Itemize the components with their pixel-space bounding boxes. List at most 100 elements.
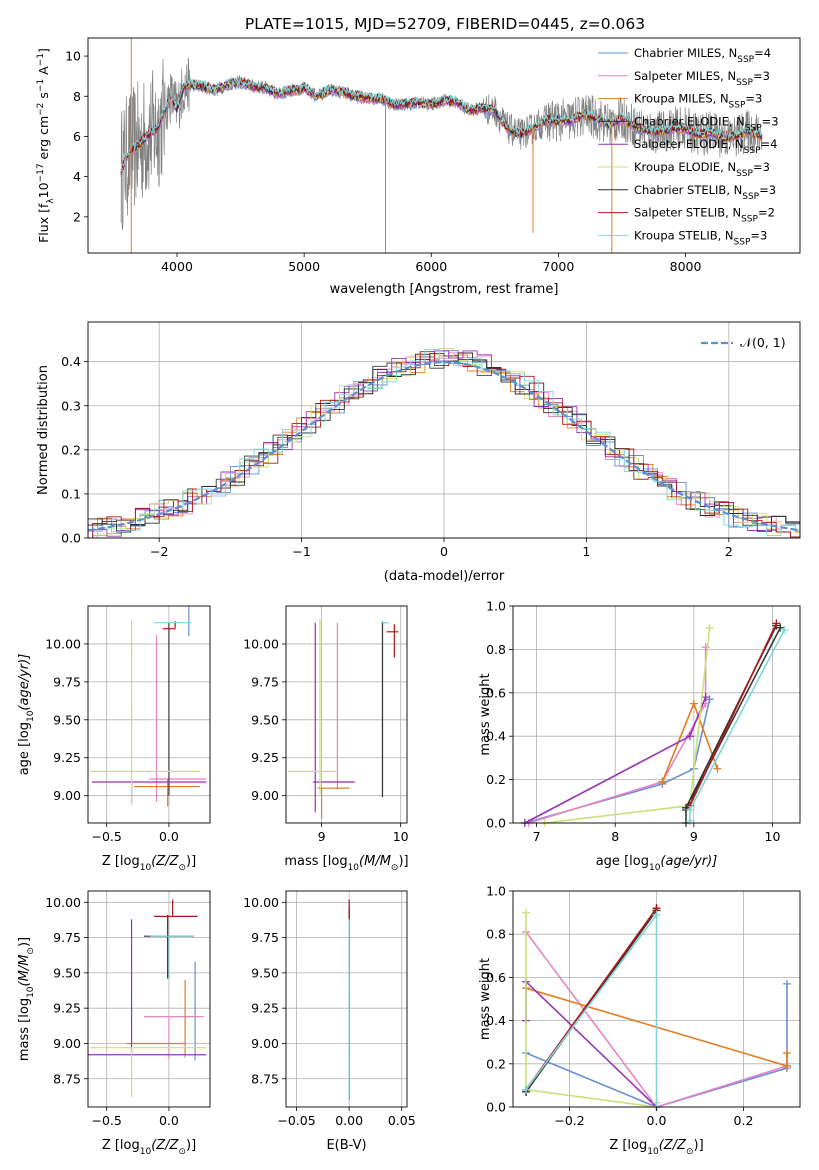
y-tick-label: 0.3 [61,398,81,413]
y-tick-label: 1.0 [486,884,506,899]
weight-vs-Z-panel: −0.2 0.0 0.2 0.0 0.2 0.4 0.6 0.8 1.0 Z [log10(Z/Z… [478,884,801,1157]
x-tick-label: 8000 [670,259,702,274]
y-tick-label: 9.75 [251,930,279,945]
weight-marker [685,732,694,741]
y-tick-label: 8 [73,89,81,104]
x-tick-label: 0.0 [159,829,179,844]
x-axis-label: age [log10(age/yr)] [596,854,718,873]
spectrum-plot-area [120,38,763,253]
spectrum-legend: Chabrier MILES, NSSP=4 Salpeter MILES, NS… [598,46,779,247]
weight-marker [689,699,698,708]
points-area [88,899,207,1098]
y-tick-label: 0.8 [486,642,506,657]
y-tick-label: 9.75 [53,674,81,689]
x-tick-label: 0.2 [734,1113,754,1128]
legend-entry: Chabrier STELIB, NSSP=3 [634,183,776,202]
x-tick-label: −1 [292,544,310,559]
y-tick-label: 0.2 [61,442,81,457]
y-tick-label: 0.2 [486,1056,506,1071]
model-spectrum [120,76,763,172]
y-tick-label: 9.25 [251,750,279,765]
weight-marker [780,625,789,634]
series-area [520,619,789,827]
x-axis-label: Z [log10(Z/Z⊙)] [102,1138,196,1157]
points-area [288,619,399,819]
x-tick-label: 4000 [161,259,193,274]
series-area [522,904,791,1111]
y-tick-label: 0.6 [486,970,506,985]
x-tick-label: −0.05 [277,1113,315,1128]
y-tick-label: 9.50 [53,712,81,727]
x-tick-label: −0.2 [554,1113,584,1128]
weight-series [689,623,778,806]
weight-marker [782,1049,791,1057]
x-tick-label: −0.5 [91,1113,121,1128]
x-tick-label: 0.05 [388,1113,416,1128]
weight-marker [685,805,694,814]
x-tick-label: 8 [611,829,619,844]
y-axis-label: mass weight [478,673,493,755]
y-tick-label: 10.00 [243,895,279,910]
weight-marker [522,1085,531,1094]
x-tick-label: 5000 [288,259,320,274]
residuals-panel: −2 −1 0 1 2 0.0 0.1 0.2 0.3 0.4 (data-model)/error… [36,321,801,584]
plot-frame [87,605,211,824]
y-tick-label: 0.0 [486,1100,506,1115]
y-tick-label: 0.4 [486,729,506,744]
x-tick-label: 9 [690,829,698,844]
x-axis-label: Z [log10(Z/Z⊙)] [102,854,196,873]
weight-marker [652,910,661,919]
legend-entry: Chabrier ELODIE, NSSP=3 [634,114,779,133]
y-tick-label: 9.50 [251,965,279,980]
weight-marker [782,979,791,988]
y-tick-label: 6 [73,129,81,144]
weight-vs-age-panel: 7 8 9 10 0.0 0.2 0.4 0.6 0.8 1.0 age [log10(age/yr… [478,599,801,873]
x-tick-label: 7000 [543,259,575,274]
weight-marker [685,816,694,825]
x-tick-label: 6000 [415,259,447,274]
y-tick-label: 10 [65,49,81,64]
y-tick-label: 0.6 [486,685,506,700]
x-tick-label: −2 [150,544,168,559]
y-tick-label: 10.00 [45,895,81,910]
y-axis-label: mass weight [478,958,493,1040]
plot-frame [87,890,211,1108]
mass-vs-Z-panel: −0.5 0.0 8.75 9.00 9.25 9.50 9.75 10.00 Z [log10… [17,890,211,1157]
legend-entry: Salpeter MILES, NSSP=3 [634,69,770,88]
age-vs-mass-panel: 9 10 9.00 9.25 9.50 9.75 10.00 mass [log10(M/M⊙… [243,605,409,873]
x-tick-label: 10 [765,829,781,844]
legend-entry: Kroupa STELIB, NSSP=3 [634,228,767,247]
y-tick-label: 4 [73,169,81,184]
x-tick-label: 9 [318,829,326,844]
y-axis-label: Flux [fλ10−17 erg cm−2 s−1 A−1] [36,48,56,243]
y-tick-label: 9.75 [251,674,279,689]
x-tick-label: 0.0 [647,1113,667,1128]
plot-frame [285,890,408,1108]
y-tick-label: 2 [73,209,81,224]
weight-marker [772,619,781,628]
legend-entry: Kroupa ELODIE, NSSP=3 [634,160,770,179]
legend-entry: Kroupa MILES, NSSP=3 [634,92,762,111]
model-spectrum [120,77,763,173]
y-tick-label: 9.00 [53,788,81,803]
histogram-area [88,348,800,538]
residual-histogram [88,348,800,538]
x-tick-label: 0.00 [335,1113,363,1128]
weight-series [524,699,711,824]
y-tick-label: 9.50 [53,965,81,980]
x-tick-label: 2 [725,544,733,559]
y-tick-label: 9.25 [251,1001,279,1016]
weight-series [685,627,782,823]
x-tick-label: 0 [440,544,448,559]
y-tick-label: 0.4 [486,1013,506,1028]
y-tick-label: 9.50 [251,712,279,727]
y-tick-label: 10.00 [243,636,279,651]
weight-series [525,983,788,1108]
points-area [90,606,207,807]
legend-entry: Salpeter STELIB, NSSP=2 [634,206,775,225]
x-axis-label: E(B-V) [326,1138,366,1153]
y-tick-label: 9.25 [53,750,81,765]
x-tick-label: −0.5 [91,829,121,844]
y-tick-label: 0.2 [486,772,506,787]
